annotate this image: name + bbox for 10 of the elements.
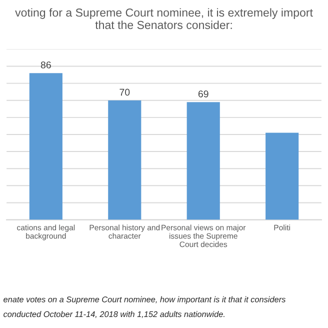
- bar: [29, 73, 62, 220]
- data-label: 70: [120, 88, 130, 96]
- text: conducted October 11-14, 2018 with 1,152 adults nationwide.: [4, 311, 224, 318]
- chart-title: voting for a Supreme Court nominee, it is extremely import that the Senators consider:: [15, 8, 313, 30]
- data-label: 86: [40, 61, 51, 68]
- data-label: 69: [198, 90, 208, 98]
- text: enate votes on a Supreme Court nominee, how important is it that it considers: [4, 296, 286, 304]
- bar: [186, 102, 220, 220]
- bar: [108, 100, 142, 220]
- bar: [266, 132, 299, 220]
